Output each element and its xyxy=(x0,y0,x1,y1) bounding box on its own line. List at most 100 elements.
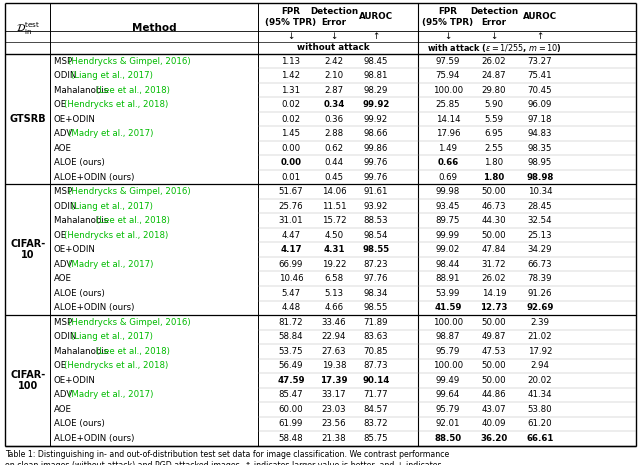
Text: 31.01: 31.01 xyxy=(278,216,303,225)
Text: 50.00: 50.00 xyxy=(482,361,506,370)
Text: 87.73: 87.73 xyxy=(364,361,388,370)
Text: 84.57: 84.57 xyxy=(364,405,388,414)
Text: 12.73: 12.73 xyxy=(480,303,508,312)
Text: 58.84: 58.84 xyxy=(278,332,303,341)
Text: 91.26: 91.26 xyxy=(528,289,552,298)
Text: 98.34: 98.34 xyxy=(364,289,388,298)
Text: 2.10: 2.10 xyxy=(324,71,344,80)
Text: 6.95: 6.95 xyxy=(484,129,504,138)
Text: 98.35: 98.35 xyxy=(528,144,552,153)
Text: Mahalanobis: Mahalanobis xyxy=(54,347,111,356)
Text: 5.59: 5.59 xyxy=(484,115,504,124)
Text: ↑: ↑ xyxy=(372,32,380,41)
Text: ↓: ↓ xyxy=(287,32,294,41)
Text: 33.46: 33.46 xyxy=(322,318,346,327)
Text: 71.89: 71.89 xyxy=(364,318,388,327)
Text: with attack ($\varepsilon = 1/255$, $m = 10$): with attack ($\varepsilon = 1/255$, $m =… xyxy=(426,42,561,54)
Text: 85.47: 85.47 xyxy=(278,390,303,399)
Text: 41.34: 41.34 xyxy=(528,390,552,399)
Text: 98.29: 98.29 xyxy=(364,86,388,95)
Text: 17.92: 17.92 xyxy=(528,347,552,356)
Text: $\mathcal{D}_{\mathrm{in}}^{\mathrm{test}}$: $\mathcal{D}_{\mathrm{in}}^{\mathrm{test… xyxy=(16,20,40,37)
Text: 98.95: 98.95 xyxy=(528,158,552,167)
Text: 14.06: 14.06 xyxy=(322,187,346,196)
Text: 88.91: 88.91 xyxy=(436,274,460,283)
Text: 1.45: 1.45 xyxy=(282,129,301,138)
Text: 40.09: 40.09 xyxy=(482,419,506,428)
Text: (Hendrycks & Gimpel, 2016): (Hendrycks & Gimpel, 2016) xyxy=(68,318,191,327)
Text: 99.64: 99.64 xyxy=(436,390,460,399)
Text: ALOE+ODIN (ours): ALOE+ODIN (ours) xyxy=(54,434,134,443)
Text: 21.02: 21.02 xyxy=(528,332,552,341)
Text: 70.85: 70.85 xyxy=(364,347,388,356)
Text: OE: OE xyxy=(54,100,69,109)
Text: 56.49: 56.49 xyxy=(279,361,303,370)
Text: 26.02: 26.02 xyxy=(482,274,506,283)
Text: ↑: ↑ xyxy=(536,32,544,41)
Text: 2.88: 2.88 xyxy=(324,129,344,138)
Text: 23.03: 23.03 xyxy=(322,405,346,414)
Text: 25.85: 25.85 xyxy=(436,100,460,109)
Text: 23.56: 23.56 xyxy=(322,419,346,428)
Text: GTSRB: GTSRB xyxy=(10,114,46,124)
Text: CIFAR-
100: CIFAR- 100 xyxy=(10,370,45,391)
Text: 0.62: 0.62 xyxy=(324,144,344,153)
Text: 53.80: 53.80 xyxy=(528,405,552,414)
Text: (Lee et al., 2018): (Lee et al., 2018) xyxy=(95,347,170,356)
Text: 41.59: 41.59 xyxy=(435,303,461,312)
Text: ADV: ADV xyxy=(54,260,75,269)
Text: without attack: without attack xyxy=(297,44,370,53)
Text: 0.45: 0.45 xyxy=(324,173,344,182)
Text: 66.99: 66.99 xyxy=(279,260,303,269)
Text: 0.44: 0.44 xyxy=(324,158,344,167)
Text: 5.13: 5.13 xyxy=(324,289,344,298)
Text: (Hendrycks & Gimpel, 2016): (Hendrycks & Gimpel, 2016) xyxy=(68,187,191,196)
Text: 21.38: 21.38 xyxy=(322,434,346,443)
Text: 81.72: 81.72 xyxy=(278,318,303,327)
Text: 36.20: 36.20 xyxy=(481,434,508,443)
Text: 92.69: 92.69 xyxy=(526,303,554,312)
Text: 99.76: 99.76 xyxy=(364,158,388,167)
Text: 1.42: 1.42 xyxy=(282,71,301,80)
Text: 99.99: 99.99 xyxy=(436,231,460,240)
Text: 97.59: 97.59 xyxy=(436,57,460,66)
Text: CIFAR-
10: CIFAR- 10 xyxy=(10,239,45,260)
Text: 15.72: 15.72 xyxy=(322,216,346,225)
Text: 1.49: 1.49 xyxy=(438,144,458,153)
Text: 93.45: 93.45 xyxy=(436,202,460,211)
Text: 4.66: 4.66 xyxy=(324,303,344,312)
Text: 0.34: 0.34 xyxy=(323,100,345,109)
Text: 47.59: 47.59 xyxy=(277,376,305,385)
Text: 2.87: 2.87 xyxy=(324,86,344,95)
Text: (Hendrycks et al., 2018): (Hendrycks et al., 2018) xyxy=(65,231,169,240)
Text: OE+ODIN: OE+ODIN xyxy=(54,376,96,385)
Text: (Liang et al., 2017): (Liang et al., 2017) xyxy=(72,202,153,211)
Text: 95.79: 95.79 xyxy=(436,347,460,356)
Text: 99.92: 99.92 xyxy=(362,100,390,109)
Text: 99.02: 99.02 xyxy=(436,245,460,254)
Text: 90.14: 90.14 xyxy=(362,376,390,385)
Text: 98.55: 98.55 xyxy=(362,245,390,254)
Text: 17.96: 17.96 xyxy=(436,129,460,138)
Text: AUROC: AUROC xyxy=(359,13,393,21)
Text: 22.94: 22.94 xyxy=(322,332,346,341)
Text: 4.31: 4.31 xyxy=(323,245,345,254)
Text: (Madry et al., 2017): (Madry et al., 2017) xyxy=(68,390,153,399)
Text: 1.31: 1.31 xyxy=(282,86,301,95)
Text: 0.01: 0.01 xyxy=(282,173,301,182)
Text: 31.72: 31.72 xyxy=(482,260,506,269)
Text: ODIN: ODIN xyxy=(54,332,79,341)
Text: 10.46: 10.46 xyxy=(278,274,303,283)
Text: 96.09: 96.09 xyxy=(528,100,552,109)
Text: 50.00: 50.00 xyxy=(482,187,506,196)
Text: 70.45: 70.45 xyxy=(528,86,552,95)
Text: 47.53: 47.53 xyxy=(482,347,506,356)
Text: 46.73: 46.73 xyxy=(482,202,506,211)
Text: 11.51: 11.51 xyxy=(322,202,346,211)
Text: 71.77: 71.77 xyxy=(364,390,388,399)
Text: 97.76: 97.76 xyxy=(364,274,388,283)
Text: (Liang et al., 2017): (Liang et al., 2017) xyxy=(72,332,153,341)
Text: ODIN: ODIN xyxy=(54,71,79,80)
Text: Method: Method xyxy=(132,24,176,33)
Text: 0.00: 0.00 xyxy=(280,158,301,167)
